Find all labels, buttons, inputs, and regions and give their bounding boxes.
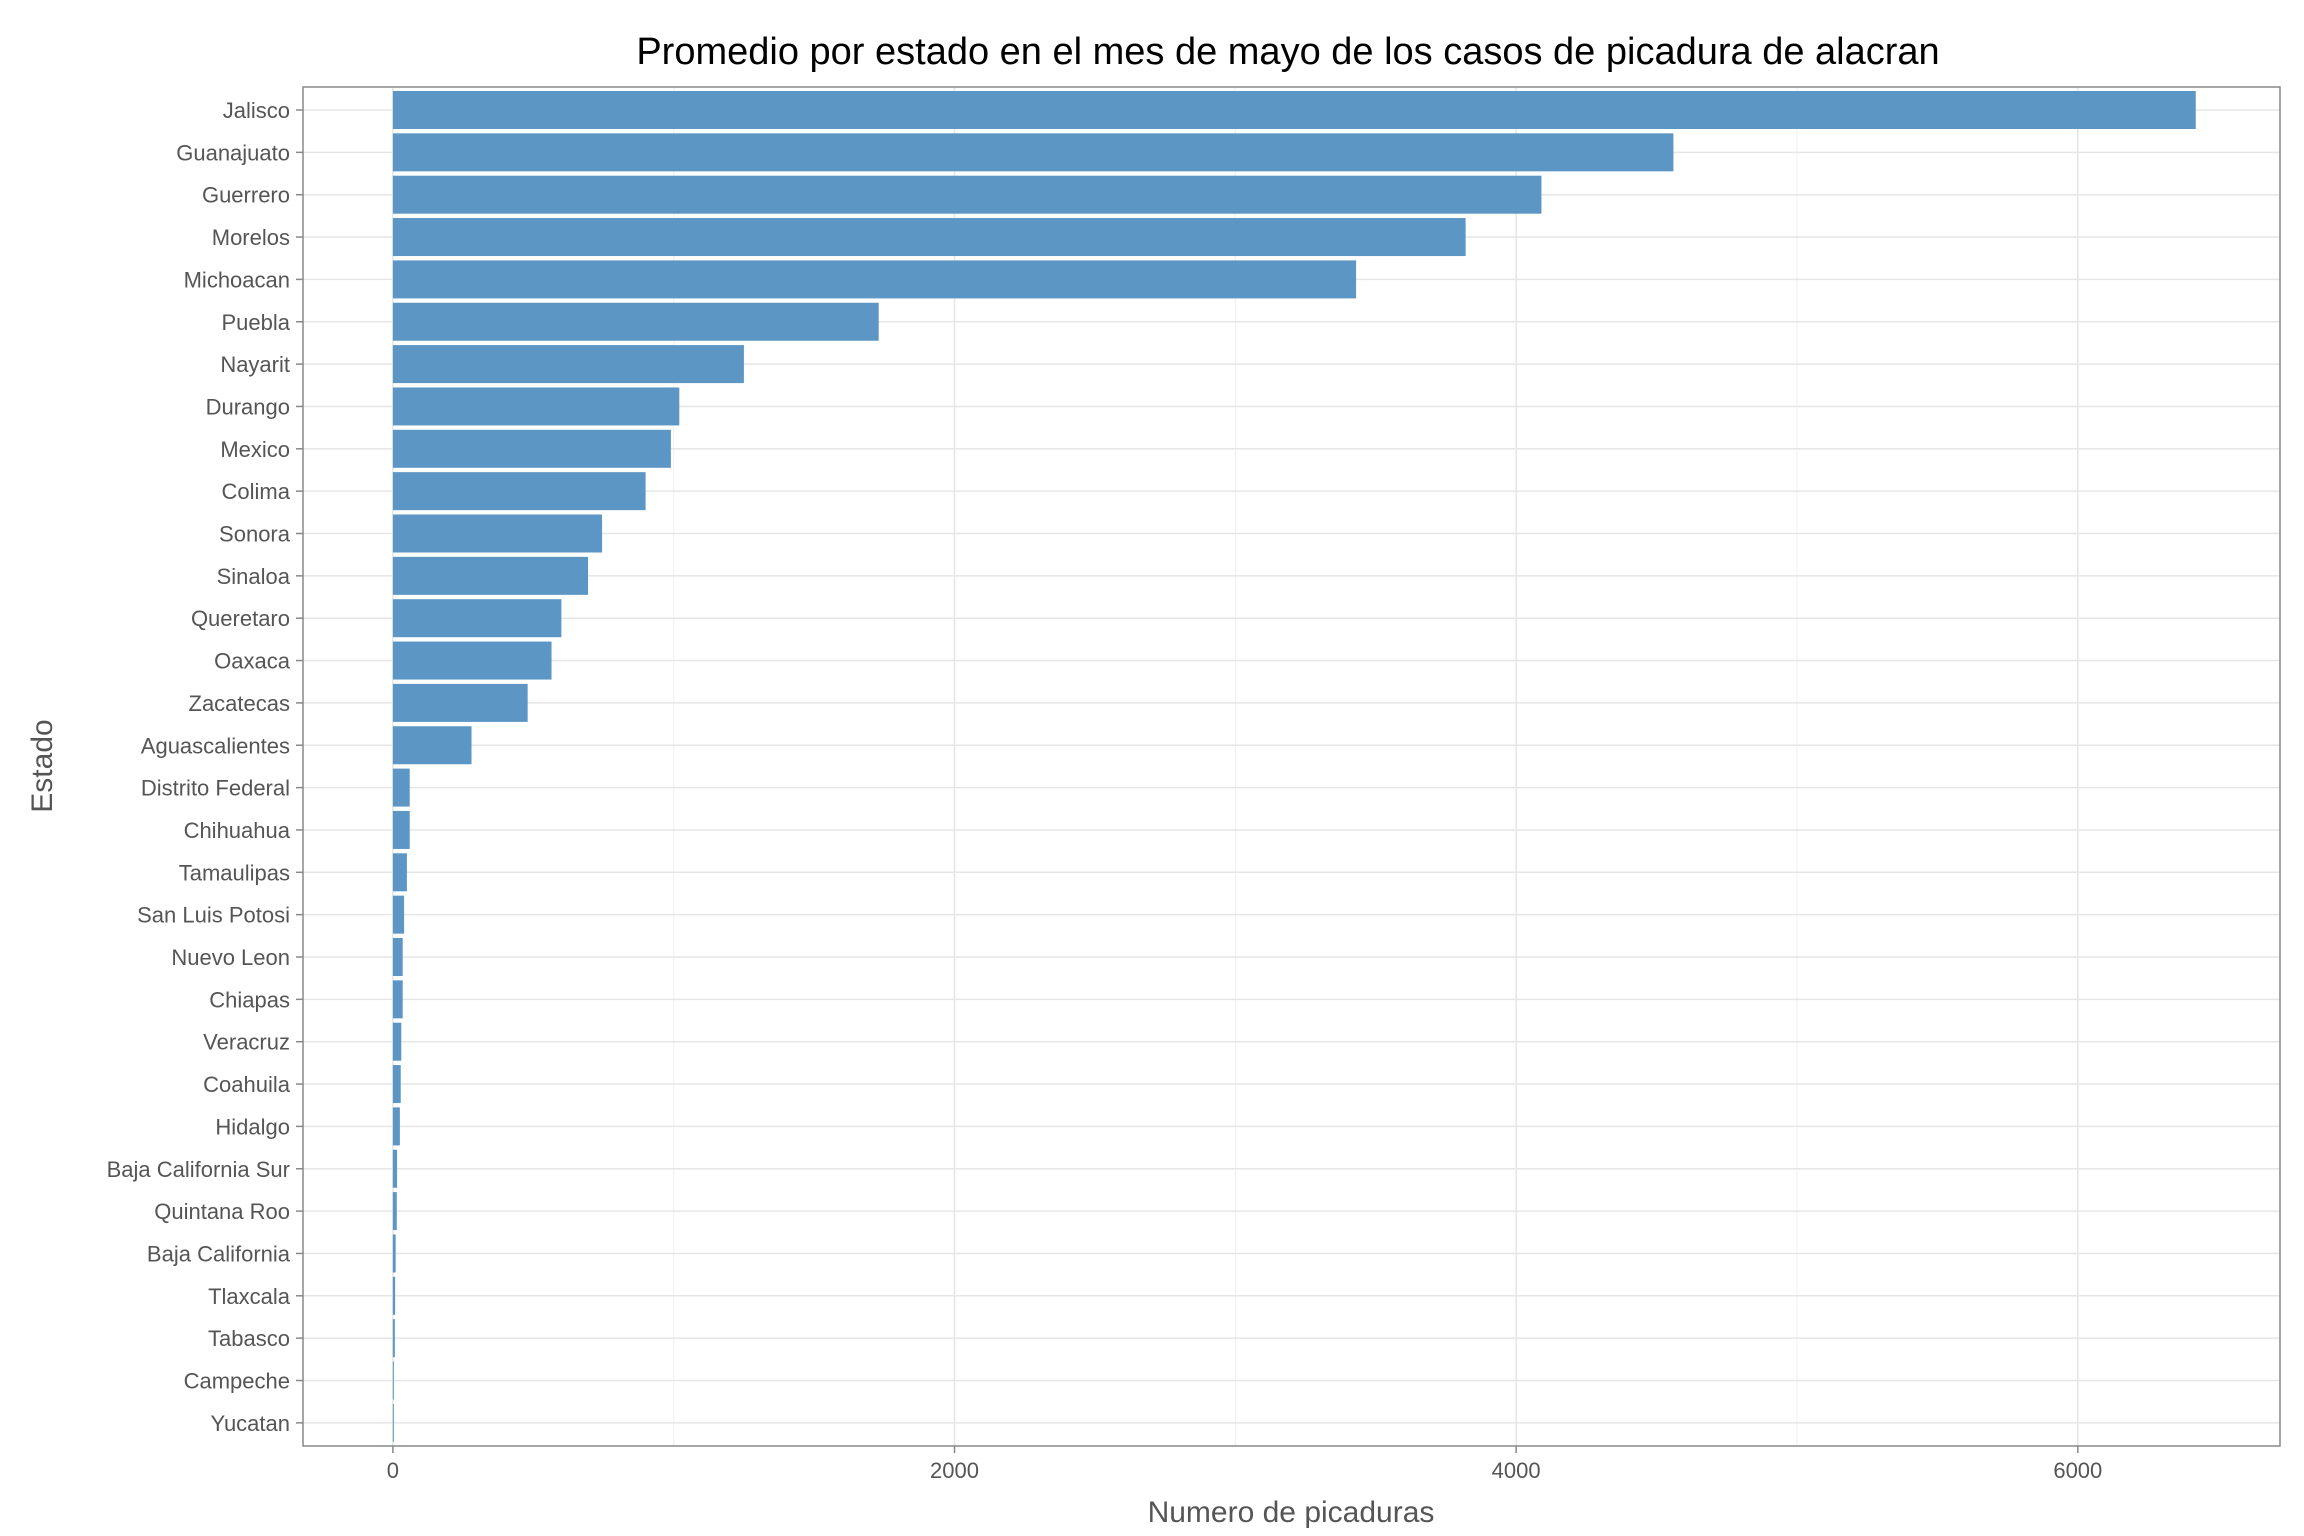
bar-guanajuato (392, 133, 1674, 172)
bar-morelos (392, 218, 1466, 257)
bar-san-luis-potosi (392, 895, 405, 934)
bar-tlaxcala (392, 1276, 396, 1315)
plot-border (302, 86, 2281, 1447)
y-tick-label: Durango (206, 394, 290, 419)
y-tick-label: Colima (222, 479, 291, 504)
bar-nuevo-leon (392, 938, 403, 976)
y-tick-label: San Luis Potosi (137, 903, 290, 928)
bar-veracruz (392, 1022, 402, 1061)
y-tick-label: Chiapas (209, 987, 290, 1012)
y-tick-label: Aguascalientes (141, 733, 290, 758)
y-tick-label: Distrito Federal (141, 776, 290, 801)
y-tick-label: Quintana Roo (154, 1199, 290, 1224)
bar-jalisco (392, 91, 2196, 129)
bar-michoacan (392, 260, 1357, 299)
y-tick-label: Jalisco (223, 98, 290, 123)
bar-zacatecas (392, 683, 528, 722)
y-tick-label: Sinaloa (217, 564, 291, 589)
bar-sinaloa (392, 556, 589, 595)
y-tick-label: Baja California Sur (107, 1157, 290, 1182)
bar-tamaulipas (392, 853, 407, 892)
y-tick-label: Tlaxcala (208, 1284, 291, 1309)
bar-hidalgo (392, 1107, 400, 1146)
y-tick-label: Sonora (219, 522, 291, 547)
y-tick-label: Campeche (184, 1369, 290, 1394)
y-tick-label: Queretaro (191, 606, 290, 631)
x-tick-label: 0 (387, 1458, 399, 1483)
bar-queretaro (392, 599, 562, 638)
bar-mexico (392, 429, 671, 468)
bar-colima (392, 472, 646, 511)
y-tick-label: Mexico (220, 437, 290, 462)
bar-yucatan (392, 1403, 394, 1442)
bar-puebla (392, 302, 879, 341)
y-axis-title: Estado (26, 719, 59, 812)
y-tick-label: Tabasco (208, 1326, 290, 1351)
y-tick-label: Puebla (221, 310, 290, 335)
x-axis: 0 2000 4000 6000 (387, 1446, 2102, 1483)
y-tick-label: Tamaulipas (179, 860, 290, 885)
chart-title: Promedio por estado en el mes de mayo de… (636, 31, 1939, 73)
bar-coahuila (392, 1065, 401, 1104)
bar-durango (392, 387, 680, 426)
bar-chiapas (392, 980, 403, 1019)
y-tick-label: Zacatecas (189, 691, 291, 716)
y-tick-label: Chihuahua (184, 818, 291, 843)
bars (392, 91, 2196, 1442)
y-tick-label: Morelos (212, 225, 290, 250)
bar-oaxaca (392, 641, 552, 680)
y-tick-label: Guerrero (202, 183, 290, 208)
y-tick-label: Nayarit (220, 352, 290, 377)
x-tick-label: 2000 (930, 1458, 979, 1483)
y-tick-label: Hidalgo (215, 1114, 290, 1139)
bar-baja-california-sur (392, 1149, 398, 1188)
y-tick-label: Nuevo Leon (171, 945, 290, 970)
bar-chihuahua (392, 810, 410, 849)
bar-nayarit (392, 345, 744, 384)
y-tick-label: Guanajuato (176, 140, 290, 165)
bar-baja-california (392, 1234, 396, 1273)
x-tick-label: 4000 (1492, 1458, 1541, 1483)
bar-distrito-federal (392, 768, 410, 807)
y-axis: Jalisco Guanajuato Guerrero Morelos Michoaca… (107, 98, 303, 1436)
bar-quintana-roo (392, 1192, 397, 1231)
y-tick-label: Yucatan (210, 1411, 290, 1436)
y-tick-label: Michoacan (184, 267, 290, 292)
x-axis-title: Numero de picaduras (1148, 1496, 1435, 1529)
bar-sonora (392, 514, 603, 553)
bar-campeche (392, 1361, 394, 1400)
y-tick-label: Baja California (147, 1241, 291, 1266)
y-tick-label: Veracruz (203, 1030, 290, 1055)
bar-guerrero (392, 175, 1542, 214)
y-tick-label: Coahuila (203, 1072, 291, 1097)
x-tick-label: 6000 (2053, 1458, 2102, 1483)
bar-tabasco (392, 1319, 395, 1358)
bar-aguascalientes (392, 726, 472, 765)
y-tick-label: Oaxaca (214, 649, 291, 674)
